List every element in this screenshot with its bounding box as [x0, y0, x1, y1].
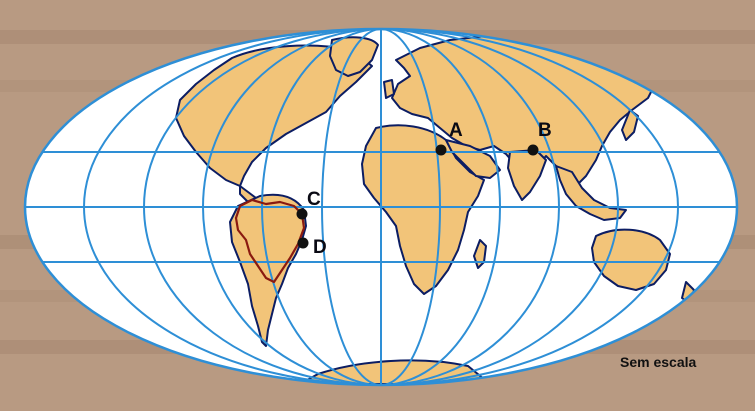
- point-label-b: B: [538, 120, 552, 141]
- continent-south-america: [229, 193, 307, 347]
- meridian-pair-3: [202, 29, 560, 385]
- point-label-a: A: [449, 120, 463, 141]
- map-point-a: A: [435, 120, 463, 156]
- point-marker-d: [297, 237, 309, 249]
- map-point-d: D: [297, 237, 327, 258]
- map-outline: [23, 27, 739, 387]
- meridian-pair-1: [321, 29, 441, 385]
- point-marker-b: [527, 144, 539, 156]
- peninsula-india: [507, 149, 547, 201]
- island-british-isles: [383, 79, 395, 99]
- map-point-b: B: [527, 120, 552, 156]
- peninsula-arabia: [445, 139, 501, 179]
- graticule: [25, 29, 737, 385]
- continent-africa: [361, 124, 485, 295]
- meridian-pair-4: [143, 29, 619, 385]
- scale-note: Sem escala: [620, 354, 696, 370]
- point-marker-c: [296, 208, 308, 220]
- region-southeast-asia: [555, 165, 627, 221]
- meridian-pair-2: [261, 29, 501, 385]
- meridian-pair-5: [83, 29, 679, 385]
- point-label-d: D: [313, 237, 327, 258]
- map-point-c: C: [296, 189, 321, 220]
- point-marker-a: [435, 144, 447, 156]
- brazil-border: [234, 198, 306, 284]
- continents: [175, 35, 695, 385]
- continent-australia: [591, 228, 671, 291]
- point-label-c: C: [307, 189, 321, 210]
